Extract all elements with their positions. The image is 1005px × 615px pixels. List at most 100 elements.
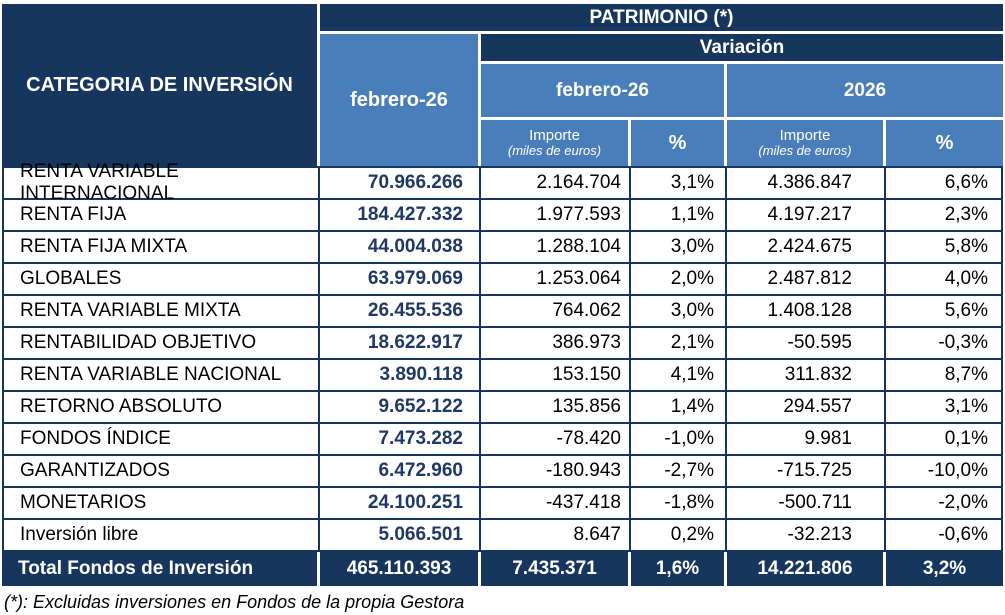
percent-year-subheader: % [886,120,1003,166]
percent-month-subheader: % [631,120,727,166]
total-variation-month-percent: 1,6% [631,552,727,586]
variation-year-importe-cell: 4.197.217 [727,200,886,232]
category-cell: RENTA VARIABLE INTERNACIONAL [2,161,320,204]
category-cell: FONDOS ÍNDICE [2,424,320,456]
footnote: (*): Excluidas inversiones en Fondos de … [4,592,465,612]
variation-year-importe-cell: 294.557 [727,392,886,424]
patrimonio-cell: 5.066.501 [320,520,481,552]
variation-month-importe-cell: -78.420 [481,424,631,456]
patrimonio-cell: 6.472.960 [320,456,481,488]
table-row: Inversión libre 5.066.501 8.647 0,2% -32… [2,520,1003,552]
variation-month-percent-cell: 2,1% [631,328,727,360]
variation-year-importe-cell: 2.487.812 [727,264,886,296]
variation-month-importe-cell: 1.253.064 [481,264,631,296]
table-row: RENTA FIJA 184.427.332 1.977.593 1,1% 4.… [2,200,1003,232]
patrimonio-cell: 63.979.069 [320,264,481,296]
variation-month-percent-cell: -1,8% [631,488,727,520]
patrimonio-cell: 24.100.251 [320,488,481,520]
category-cell: RENTA VARIABLE NACIONAL [2,360,320,392]
variation-month-importe-cell: 135.856 [481,392,631,424]
variacion-header: Variación [481,34,1003,64]
importe-month-subheader: Importe (miles de euros) [481,120,631,166]
variation-month-importe-cell: 153.150 [481,360,631,392]
variation-year-importe-cell: -32.213 [727,520,886,552]
variation-year-percent-cell: 8,7% [886,360,1003,392]
table-header: CATEGORIA DE INVERSIÓN PATRIMONIO (*) fe… [2,4,1003,166]
category-column-header: CATEGORIA DE INVERSIÓN [2,4,320,166]
variation-month-importe-cell: -180.943 [481,456,631,488]
variation-month-percent-cell: 1,1% [631,200,727,232]
category-cell: MONETARIOS [2,488,320,520]
category-cell: Inversión libre [2,520,320,552]
category-cell: GLOBALES [2,264,320,296]
table-row: MONETARIOS 24.100.251 -437.418 -1,8% -50… [2,488,1003,520]
variation-month-percent-cell: 3,1% [631,168,727,200]
variation-year-importe-cell: -500.711 [727,488,886,520]
category-cell: RENTABILIDAD OBJETIVO [2,328,320,360]
variation-year-percent-cell: 3,1% [886,392,1003,424]
patrimonio-cell: 3.890.118 [320,360,481,392]
variation-year-percent-cell: -0,6% [886,520,1003,552]
table-row: GLOBALES 63.979.069 1.253.064 2,0% 2.487… [2,264,1003,296]
importe-label: Importe [529,126,580,144]
variation-year-percent-cell: -2,0% [886,488,1003,520]
importe-year-subheader: Importe (miles de euros) [727,120,886,166]
total-patrimonio: 465.110.393 [320,552,481,586]
table-row: RENTA FIJA MIXTA 44.004.038 1.288.104 3,… [2,232,1003,264]
total-variation-month-importe: 7.435.371 [481,552,631,586]
importe-unit-label: (miles de euros) [758,143,852,159]
variacion-year-header: 2026 [727,64,1003,120]
variation-year-percent-cell: -0,3% [886,328,1003,360]
category-cell: RENTA VARIABLE MIXTA [2,296,320,328]
variation-month-importe-cell: 764.062 [481,296,631,328]
variation-month-importe-cell: 2.164.704 [481,168,631,200]
variation-month-importe-cell: 386.973 [481,328,631,360]
variation-year-importe-cell: 9.981 [727,424,886,456]
variation-year-percent-cell: 0,1% [886,424,1003,456]
patrimonio-cell: 26.455.536 [320,296,481,328]
table-row: RENTABILIDAD OBJETIVO 18.622.917 386.973… [2,328,1003,360]
table-row: RENTA VARIABLE INTERNACIONAL 70.966.266 … [2,161,1003,204]
category-cell: RENTA FIJA MIXTA [2,232,320,264]
category-cell: RENTA FIJA [2,200,320,232]
patrimonio-cell: 70.966.266 [320,168,481,200]
variation-month-percent-cell: 2,0% [631,264,727,296]
variation-month-percent-cell: 3,0% [631,232,727,264]
patrimonio-cell: 184.427.332 [320,200,481,232]
variation-year-percent-cell: 5,6% [886,296,1003,328]
category-cell: RETORNO ABSOLUTO [2,392,320,424]
total-variation-year-importe: 14.221.806 [727,552,886,586]
variation-year-importe-cell: -715.725 [727,456,886,488]
patrimonio-cell: 18.622.917 [320,328,481,360]
total-label: Total Fondos de Inversión [2,552,320,586]
table-body: RENTA VARIABLE INTERNACIONAL 70.966.266 … [2,161,1003,552]
patrimonio-cell: 9.652.122 [320,392,481,424]
category-cell: GARANTIZADOS [2,456,320,488]
variation-year-importe-cell: -50.595 [727,328,886,360]
variacion-month-header: febrero-26 [481,64,727,120]
variation-year-percent-cell: 5,8% [886,232,1003,264]
patrimonio-header: PATRIMONIO (*) [320,4,1003,34]
table-row: RENTA VARIABLE NACIONAL 3.890.118 153.15… [2,360,1003,392]
variation-year-percent-cell: -10,0% [886,456,1003,488]
table-row: RETORNO ABSOLUTO 9.652.122 135.856 1,4% … [2,392,1003,424]
patrimonio-cell: 7.473.282 [320,424,481,456]
variation-month-importe-cell: 1.288.104 [481,232,631,264]
importe-unit-label: (miles de euros) [507,143,602,159]
variation-year-importe-cell: 4.386.847 [727,168,886,200]
variation-year-importe-cell: 1.408.128 [727,296,886,328]
variation-month-importe-cell: 8.647 [481,520,631,552]
total-row: Total Fondos de Inversión 465.110.393 7.… [2,552,1003,586]
patrimonio-period-header: febrero-26 [320,34,481,166]
variation-month-percent-cell: -1,0% [631,424,727,456]
variation-month-importe-cell: 1.977.593 [481,200,631,232]
variation-year-percent-cell: 2,3% [886,200,1003,232]
variation-year-percent-cell: 4,0% [886,264,1003,296]
variation-year-percent-cell: 6,6% [886,168,1003,200]
variation-month-percent-cell: 1,4% [631,392,727,424]
table-row: GARANTIZADOS 6.472.960 -180.943 -2,7% -7… [2,456,1003,488]
variation-month-percent-cell: 4,1% [631,360,727,392]
variation-month-percent-cell: -2,7% [631,456,727,488]
variation-month-percent-cell: 0,2% [631,520,727,552]
table-row: RENTA VARIABLE MIXTA 26.455.536 764.062 … [2,296,1003,328]
